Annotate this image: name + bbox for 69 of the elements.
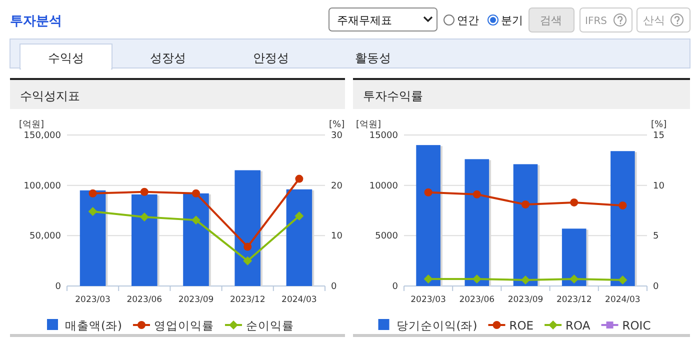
x-tick-label: 2024/03: [605, 295, 640, 305]
x-tick-label: 2023/06: [459, 295, 495, 305]
point: [618, 201, 627, 210]
point: [618, 275, 628, 284]
y-axis-title: [억원]: [356, 120, 382, 130]
point: [192, 216, 200, 225]
y-tick-label: 50,000: [30, 232, 62, 242]
point: [140, 212, 149, 222]
y-tick-label: 10000: [369, 181, 398, 192]
text: 분기: [501, 14, 523, 27]
x-tick-label: 2023/09: [178, 295, 214, 305]
point: [521, 275, 530, 284]
y-tick-label: 15000: [369, 131, 398, 141]
legend-label: 순이익률: [246, 318, 294, 332]
text: 투자분석: [10, 14, 62, 29]
legend-label: ROIC: [622, 318, 651, 332]
y-axis-title: [억원]: [19, 120, 44, 130]
y2-tick-label: 30: [331, 131, 343, 141]
chart-title: 수익성지표: [20, 89, 80, 103]
point: [570, 274, 579, 284]
point: [192, 189, 200, 198]
point: [140, 188, 148, 196]
point: [88, 189, 97, 198]
y2-tick-label: 10: [653, 181, 665, 192]
y-tick-label: 5000: [375, 232, 398, 242]
point: [424, 274, 433, 284]
point: [472, 190, 481, 198]
point: [295, 174, 304, 183]
y-tick-label: 0: [392, 282, 398, 292]
point: [243, 256, 252, 266]
x-tick-label: 2023/12: [556, 295, 592, 305]
legend-label: ROA: [566, 318, 590, 332]
point: [522, 200, 530, 208]
text: IFRS: [585, 16, 607, 27]
legend-label: 당기순이익(좌): [396, 318, 478, 332]
legend-label: ROE: [509, 318, 534, 332]
y2-tick-label: 20: [331, 181, 343, 192]
y2-tick-label: 10: [331, 232, 343, 242]
y2-tick-label: 15: [653, 131, 664, 141]
y2-tick-label: 0: [653, 282, 659, 292]
point: [294, 212, 304, 221]
text: 수익성: [48, 51, 84, 65]
legend-label: 매출액(좌): [65, 318, 122, 332]
point: [570, 198, 578, 206]
y2-tick-label: 0: [331, 282, 337, 292]
point: [244, 242, 252, 251]
x-tick-label: 2023/03: [75, 295, 110, 305]
x-tick-label: 2023/03: [410, 295, 446, 305]
x-tick-label: 2023/09: [508, 295, 544, 305]
chart-title: 투자수익률: [363, 89, 423, 103]
y2-tick-label: 5: [653, 232, 659, 242]
point: [88, 207, 98, 216]
y-tick-label: 150,000: [24, 131, 62, 141]
x-tick-label: 2024/03: [282, 295, 317, 305]
x-tick-label: 2023/06: [126, 295, 162, 305]
text: 산식: [643, 14, 665, 27]
text: 안정성: [253, 51, 289, 65]
text: 연간: [457, 14, 479, 27]
y2-axis-title: [%]: [329, 120, 345, 130]
text: 활동성: [355, 51, 391, 65]
x-tick-label: 2023/12: [230, 295, 266, 305]
y2-axis-title: [%]: [651, 120, 667, 130]
point: [424, 188, 432, 196]
y-tick-label: 100,000: [24, 181, 62, 192]
text: 주재무제표: [337, 14, 392, 27]
y-tick-label: 0: [55, 282, 62, 292]
text: 검색: [540, 14, 562, 27]
legend-label: 영업이익률: [154, 318, 214, 332]
text: 성장성: [150, 51, 186, 65]
